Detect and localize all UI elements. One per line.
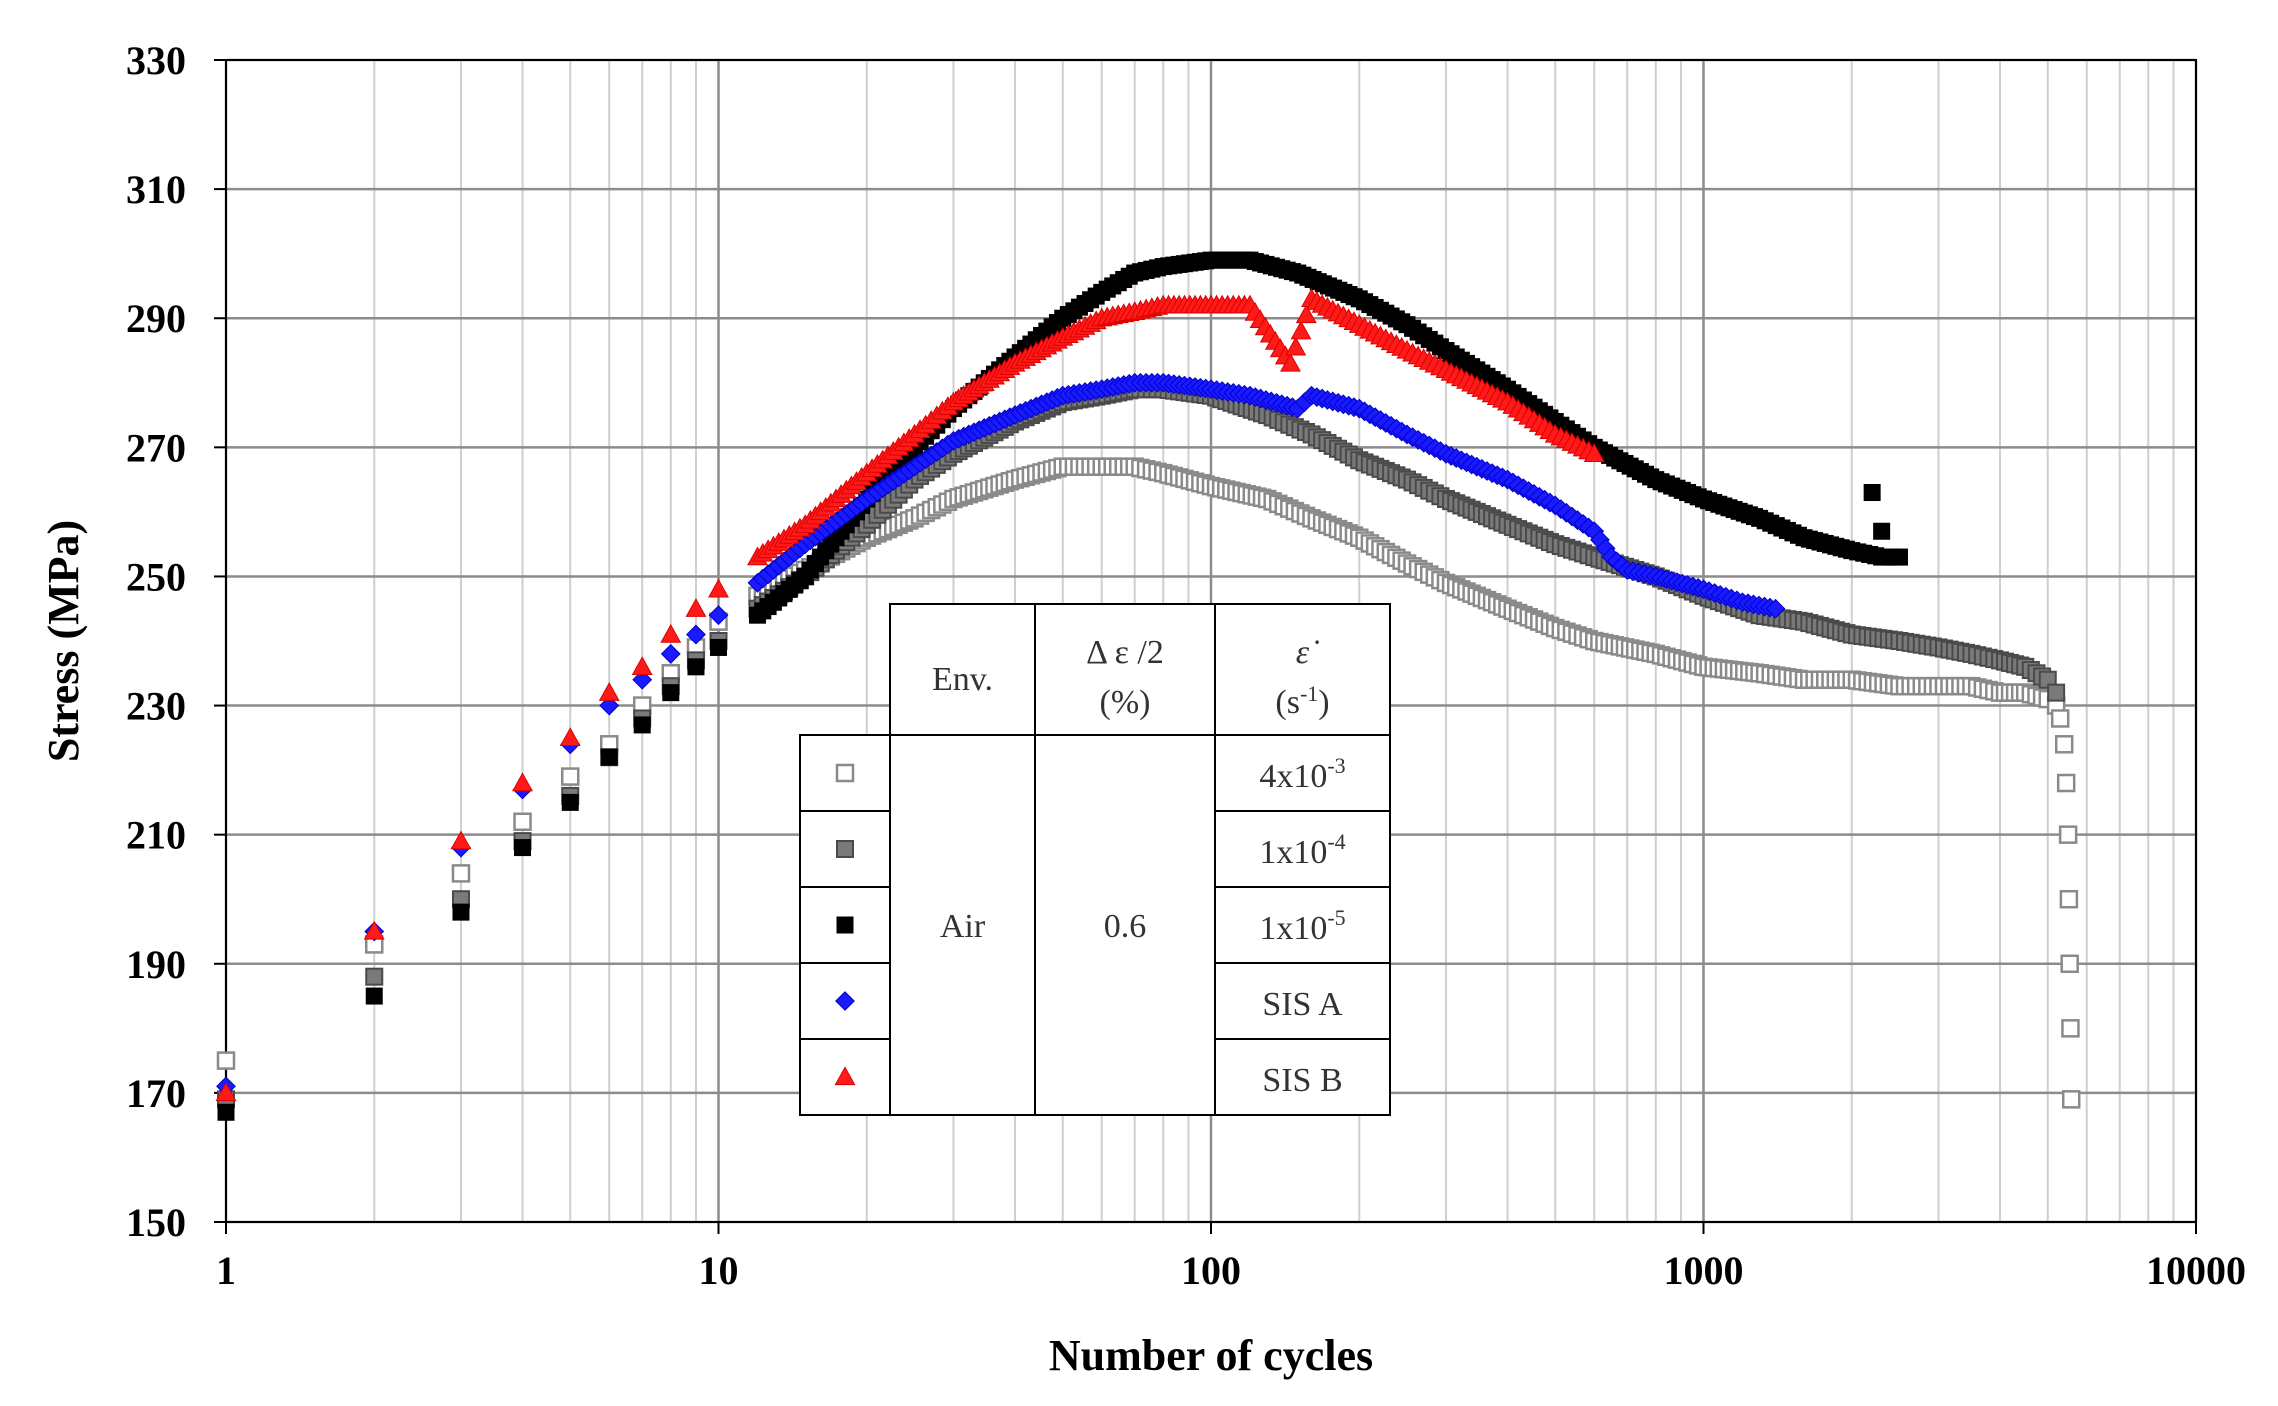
data-point (2061, 1090, 2081, 1109)
data-point (363, 920, 385, 940)
data-point (365, 967, 384, 986)
legend-header-env: Env. (932, 661, 993, 698)
data-point (708, 605, 729, 626)
data-point (2058, 825, 2078, 844)
data-point (660, 623, 682, 643)
y-tick-label: 270 (126, 425, 186, 470)
data-point (1295, 304, 1317, 324)
legend-marker (835, 991, 855, 1011)
data-point (708, 578, 729, 598)
data-point (560, 767, 580, 786)
series-sis-a (216, 372, 1786, 1097)
x-axis-title: Number of cycles (1049, 1331, 1373, 1380)
legend-marker (835, 763, 855, 783)
legend-rate-label: 1x10-5 (1259, 905, 1345, 947)
data-point (512, 772, 533, 792)
data-point (2054, 735, 2074, 754)
data-point (514, 839, 532, 857)
data-point (633, 716, 651, 734)
data-point (450, 830, 472, 850)
x-tick-label: 10000 (2146, 1248, 2246, 1293)
data-point (1890, 548, 1908, 566)
x-axis-ticks: 1 10 100 1000 10000 (216, 1222, 2246, 1293)
data-point (685, 598, 707, 617)
y-tick-label: 150 (126, 1200, 186, 1245)
data-point (2061, 1019, 2080, 1038)
y-tick-label: 310 (126, 167, 186, 212)
data-point (687, 658, 705, 676)
y-tick-label: 290 (126, 296, 186, 341)
data-point (1765, 598, 1786, 619)
legend-env-value: Air (940, 908, 986, 945)
series-sis-b (215, 288, 1605, 1102)
data-point (599, 695, 620, 716)
data-point (452, 903, 470, 921)
data-point (686, 624, 706, 645)
data-point (1280, 352, 1301, 372)
data-point (451, 864, 471, 883)
y-tick-label: 190 (126, 942, 186, 987)
data-point (1873, 522, 1891, 540)
legend-strain-amplitude-value: 0.6 (1104, 908, 1147, 945)
data-point (1290, 320, 1312, 340)
x-tick-label: 100 (1181, 1248, 1241, 1293)
legend-header-box (889, 603, 1391, 736)
legend-rate-label: SIS A (1262, 986, 1343, 1023)
data-point (513, 812, 532, 832)
data-point (662, 684, 680, 702)
data-point (660, 644, 681, 664)
x-tick-label: 10 (699, 1248, 739, 1293)
data-point (215, 1082, 237, 1102)
data-point (216, 1051, 236, 1070)
legend-rate-label: SIS B (1262, 1062, 1342, 1099)
legend-marker (834, 1066, 856, 1086)
legend-body-box (799, 734, 1391, 1116)
x-tick-label: 1 (216, 1248, 236, 1293)
data-point (2047, 683, 2066, 702)
legend-header-strain-amplitude: Δ ε /2 (1086, 634, 1164, 671)
data-series (215, 251, 2081, 1121)
y-tick-label: 170 (126, 1071, 186, 1116)
legend-marker (836, 916, 854, 934)
y-tick-label: 230 (126, 684, 186, 729)
data-point (365, 987, 383, 1005)
data-point (631, 656, 653, 676)
legend-rate-label: 1x10-4 (1259, 829, 1345, 871)
legend-rate-label: 4x10-3 (1259, 753, 1345, 795)
legend-table: Env.Δ ε /2(%)ε̇(s-1)Air 0.64x10-31x10-41x… (799, 603, 1391, 1116)
data-point (559, 727, 581, 747)
data-point (217, 1103, 235, 1121)
y-tick-label: 250 (126, 554, 186, 599)
data-point (632, 669, 653, 690)
data-point (710, 638, 727, 656)
legend-header-strain-unit: (%) (1100, 684, 1151, 721)
y-axis-title: Stress (MPa) (39, 520, 88, 762)
legend-marker (836, 840, 854, 858)
data-point (2060, 954, 2079, 974)
data-point (561, 793, 579, 811)
data-point (598, 682, 620, 701)
legend-header-strain-rate-unit: (s-1) (1275, 681, 1329, 721)
data-point (1583, 443, 1605, 462)
data-point (2059, 889, 2079, 909)
y-axis-ticks: 150 170 190 210 230 250 270 290 310 330 (126, 38, 226, 1245)
data-point (1863, 484, 1881, 502)
y-tick-label: 210 (126, 813, 186, 858)
data-point (2056, 773, 2076, 793)
data-point (600, 748, 618, 766)
data-point (2050, 709, 2070, 728)
y-tick-label: 330 (126, 38, 186, 83)
x-tick-label: 1000 (1664, 1248, 1744, 1293)
data-point (1285, 336, 1307, 356)
